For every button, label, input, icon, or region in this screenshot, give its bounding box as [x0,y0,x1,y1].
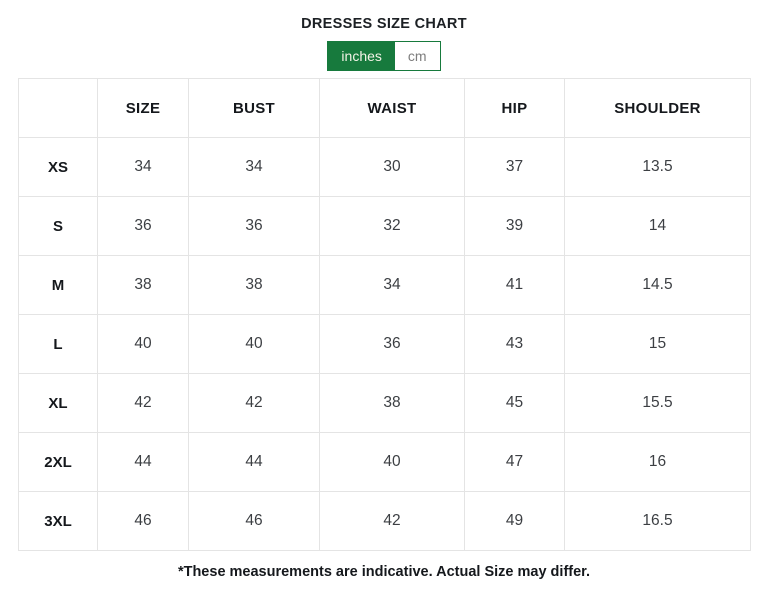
table-row: XL 42 42 38 45 15.5 [18,373,751,433]
disclaimer-note: *These measurements are indicative. Actu… [177,564,591,580]
measurement-cell: 40 [188,314,320,374]
measurement-cell: 46 [188,491,320,551]
measurement-cell: 34 [188,137,320,197]
measurement-cell: 14 [564,196,751,256]
measurement-cell: 38 [319,373,465,433]
column-header: SIZE [97,78,189,138]
measurement-cell: 38 [188,255,320,315]
column-header: HIP [464,78,565,138]
row-label: S [18,196,98,256]
row-label: 2XL [18,432,98,492]
size-chart-table: SIZE BUST WAIST HIP SHOULDER XS 34 34 30 37 13.5 S… [18,78,751,551]
unit-toggle: inches cm [327,41,441,71]
measurement-cell: 44 [97,432,189,492]
measurement-cell: 42 [319,491,465,551]
table-row: L 40 40 36 43 15 [18,314,751,374]
measurement-cell: 13.5 [564,137,751,197]
measurement-cell: 34 [319,255,465,315]
measurement-cell: 41 [464,255,565,315]
column-header: WAIST [319,78,465,138]
row-label: M [18,255,98,315]
measurement-cell: 14.5 [564,255,751,315]
table-row: 3XL 46 46 42 49 16.5 [18,491,751,551]
measurement-cell: 34 [97,137,189,197]
measurement-cell: 45 [464,373,565,433]
measurement-cell: 15 [564,314,751,374]
measurement-cell: 43 [464,314,565,374]
unit-toggle-wrap: inches cm [0,41,768,71]
measurement-cell: 36 [97,196,189,256]
table-row: S 36 36 32 39 14 [18,196,751,256]
measurement-cell: 47 [464,432,565,492]
measurement-cell: 46 [97,491,189,551]
column-header: BUST [188,78,320,138]
unit-toggle-inches-button[interactable]: inches [328,42,395,70]
measurement-cell: 36 [188,196,320,256]
measurement-cell: 30 [319,137,465,197]
measurement-cell: 36 [319,314,465,374]
table-body: XS 34 34 30 37 13.5 S 36 36 32 39 14 M 38 38 34 41 14.5 L 4… [18,137,751,551]
measurement-cell: 16 [564,432,751,492]
measurement-cell: 15.5 [564,373,751,433]
measurement-cell: 16.5 [564,491,751,551]
row-label: XL [18,373,98,433]
measurement-cell: 37 [464,137,565,197]
measurement-cell: 44 [188,432,320,492]
unit-toggle-cm-button[interactable]: cm [394,42,440,70]
row-label: L [18,314,98,374]
row-label: XS [18,137,98,197]
measurement-cell: 32 [319,196,465,256]
table-row: 2XL 44 44 40 47 16 [18,432,751,492]
row-label: 3XL [18,491,98,551]
corner-header-cell [18,78,98,138]
table-row: XS 34 34 30 37 13.5 [18,137,751,197]
measurement-cell: 40 [97,314,189,374]
measurement-cell: 42 [188,373,320,433]
measurement-cell: 49 [464,491,565,551]
measurement-cell: 38 [97,255,189,315]
table-row: M 38 38 34 41 14.5 [18,255,751,315]
measurement-cell: 40 [319,432,465,492]
column-header: SHOULDER [564,78,751,138]
page-title: DRESSES SIZE CHART [301,16,467,32]
header-row: SIZE BUST WAIST HIP SHOULDER [18,78,751,138]
measurement-cell: 42 [97,373,189,433]
measurement-cell: 39 [464,196,565,256]
